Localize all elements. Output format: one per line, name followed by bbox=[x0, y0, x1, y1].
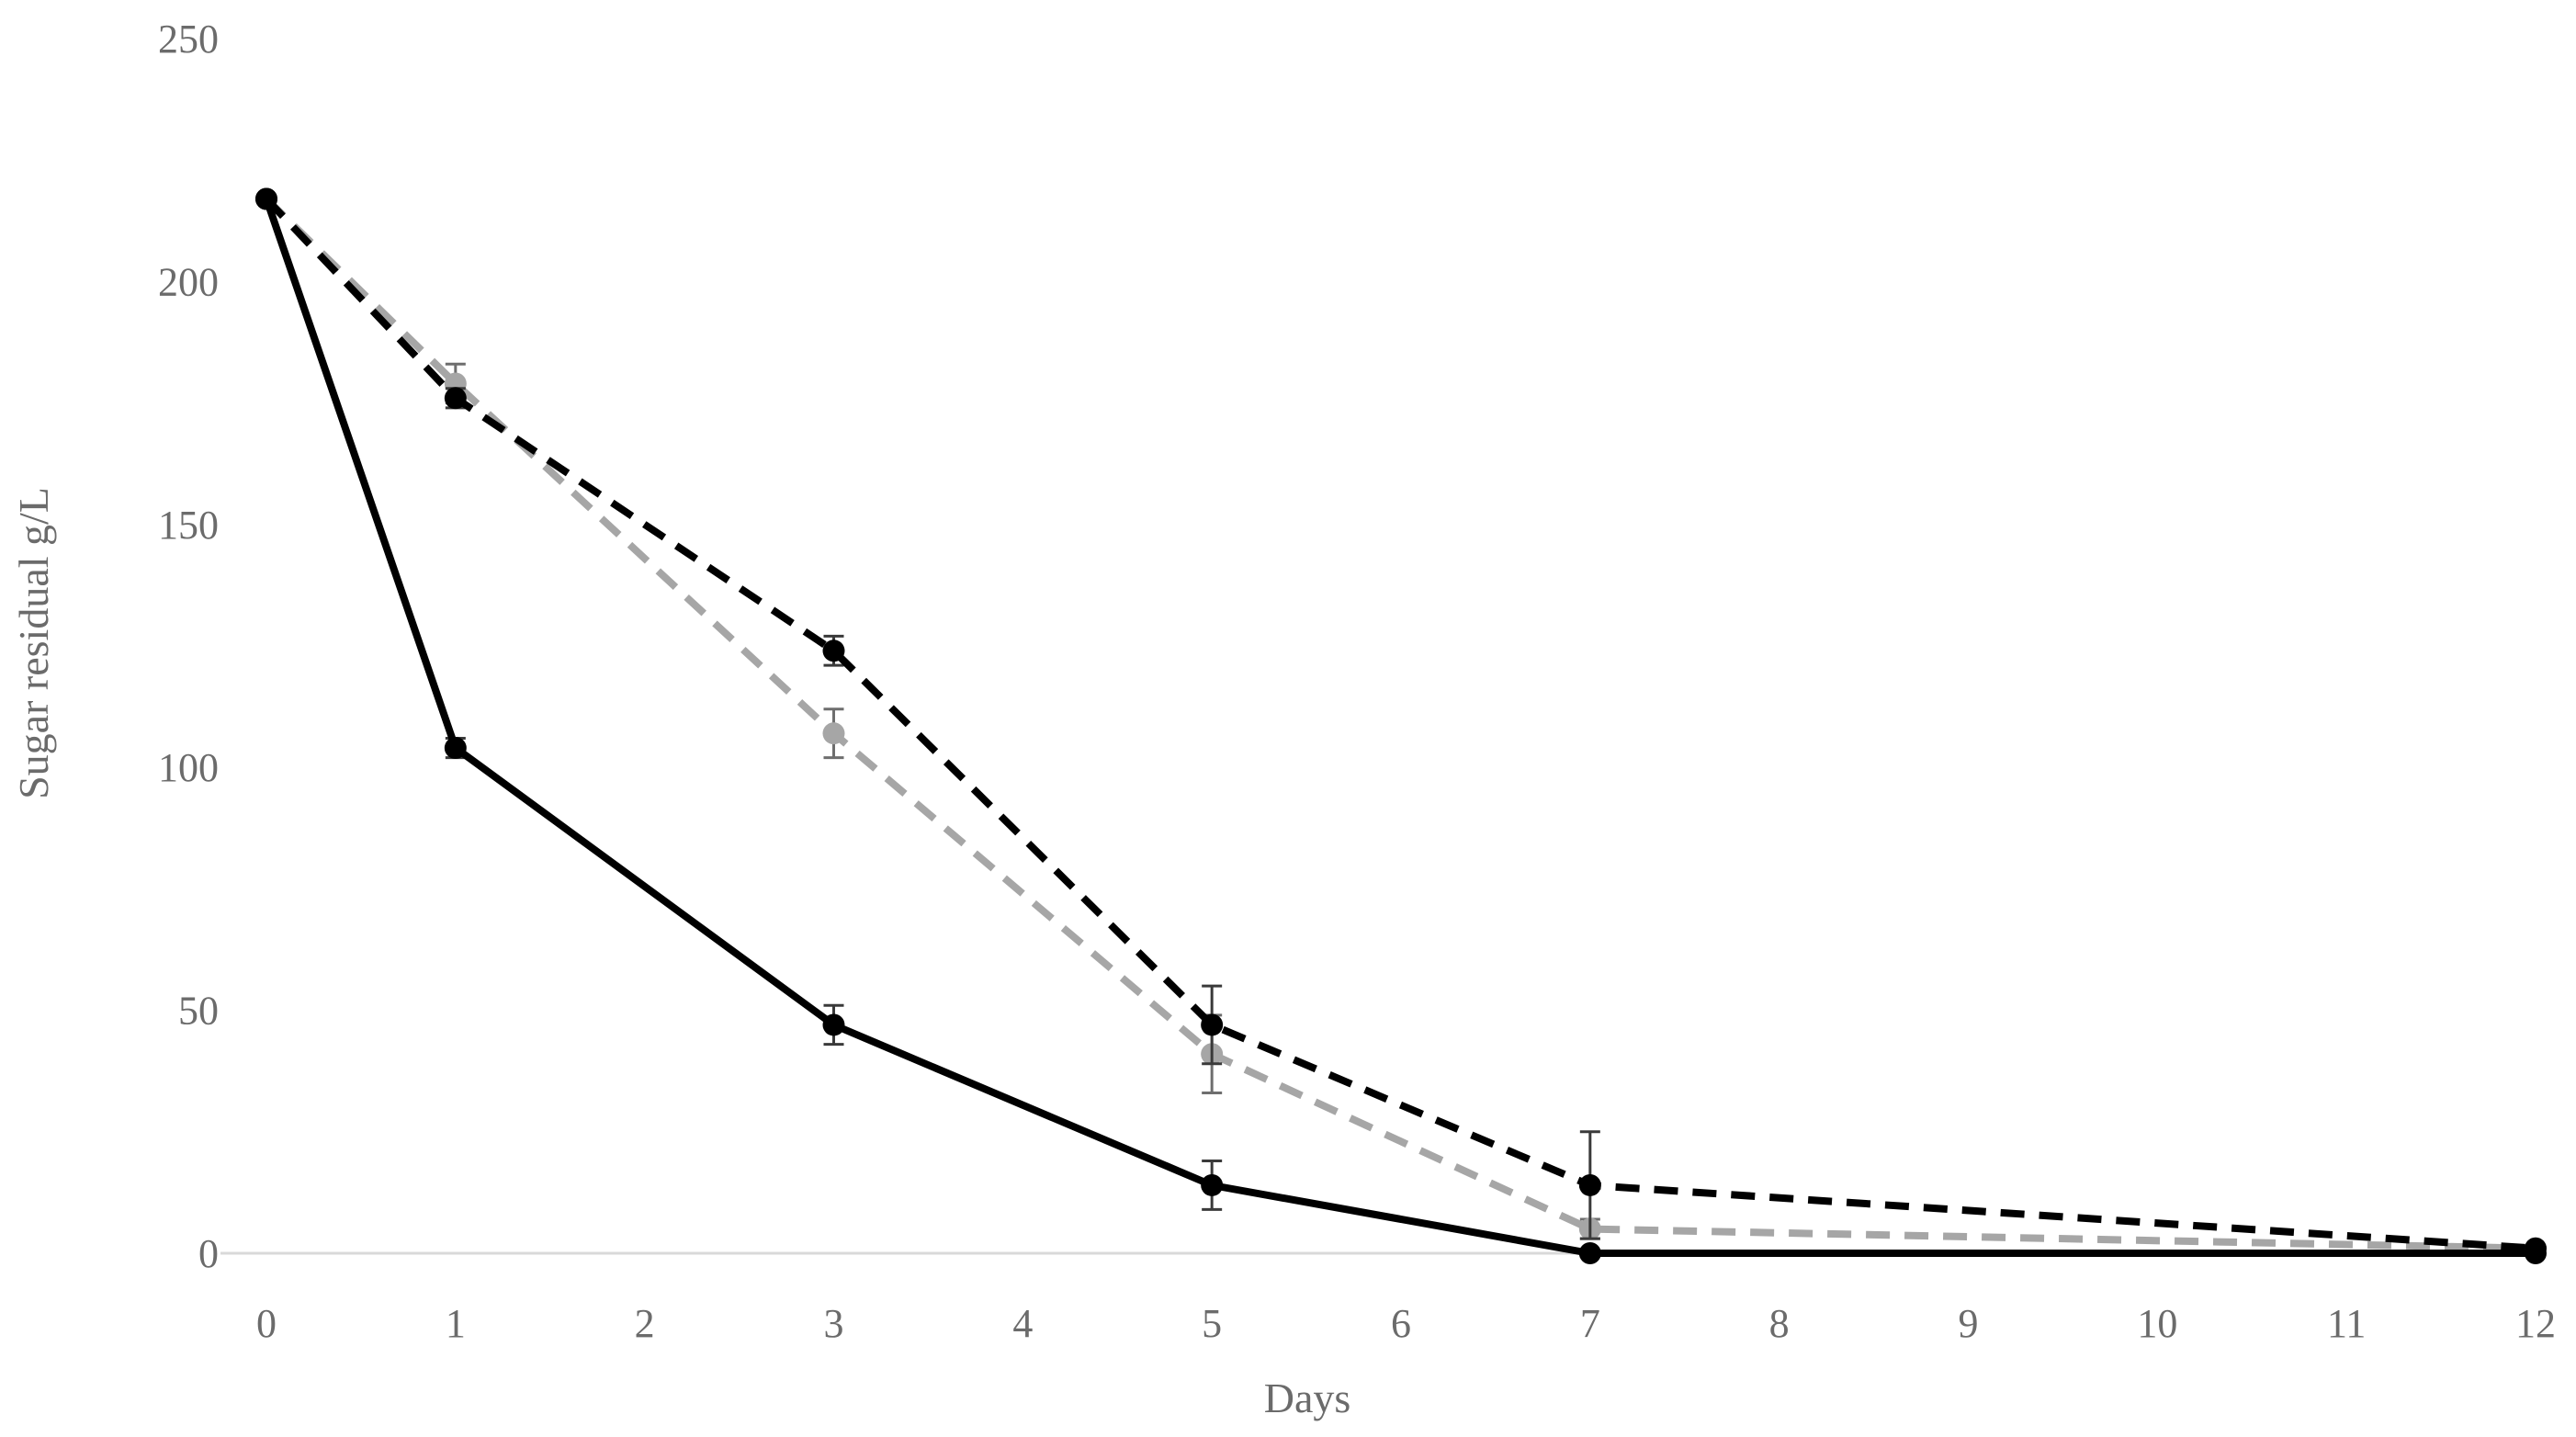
series-line bbox=[264, 196, 2536, 1252]
series-group bbox=[255, 187, 2547, 1260]
x-tick-label: 4 bbox=[1012, 1301, 1033, 1346]
data-point bbox=[822, 1013, 845, 1036]
y-tick-label: 0 bbox=[198, 1231, 219, 1276]
series-line bbox=[263, 198, 2536, 1257]
series-layer bbox=[255, 187, 2547, 1264]
series-group bbox=[255, 187, 2547, 1260]
x-tick-label: 3 bbox=[824, 1301, 844, 1346]
data-point bbox=[1201, 1173, 1224, 1196]
y-tick-label: 50 bbox=[178, 989, 219, 1034]
x-tick-label: 5 bbox=[1202, 1301, 1222, 1346]
y-tick-label: 100 bbox=[158, 745, 219, 790]
x-tick-label: 8 bbox=[1769, 1301, 1790, 1346]
data-point bbox=[1201, 1013, 1224, 1036]
data-point bbox=[822, 639, 845, 662]
x-tick-label: 2 bbox=[635, 1301, 655, 1346]
data-point bbox=[444, 387, 467, 410]
data-point bbox=[2525, 1242, 2547, 1264]
data-point bbox=[444, 737, 467, 760]
x-axis-title: Days bbox=[1264, 1375, 1351, 1421]
data-point bbox=[1578, 1173, 1601, 1196]
series-group bbox=[255, 187, 2547, 1264]
x-tick-label: 7 bbox=[1580, 1301, 1600, 1346]
data-point bbox=[1578, 1242, 1601, 1264]
y-tick-label: 150 bbox=[158, 503, 219, 548]
series-line bbox=[264, 196, 2536, 1252]
x-tick-label: 10 bbox=[2137, 1301, 2177, 1346]
x-tick-label: 6 bbox=[1391, 1301, 1411, 1346]
x-tick-label: 11 bbox=[2327, 1301, 2366, 1346]
y-tick-label: 250 bbox=[158, 17, 219, 62]
y-tick-label: 200 bbox=[158, 259, 219, 304]
x-tick-label: 0 bbox=[256, 1301, 277, 1346]
x-tick-label: 1 bbox=[446, 1301, 466, 1346]
x-tick-label: 9 bbox=[1959, 1301, 1979, 1346]
x-tick-label: 12 bbox=[2515, 1301, 2556, 1346]
data-point bbox=[255, 187, 277, 210]
data-point bbox=[822, 722, 845, 745]
y-axis-title: Sugar residual g/L bbox=[10, 487, 57, 799]
